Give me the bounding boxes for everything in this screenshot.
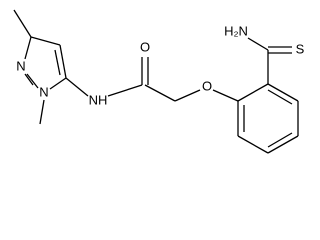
bond [267,89,293,105]
atom-label: O [140,39,150,54]
atom-label: O [202,78,212,93]
atom-label: NH [89,92,108,107]
bond [237,135,269,154]
bond [174,89,201,102]
bond [54,49,61,76]
atom-label: H₂N [224,23,248,38]
bonds [13,9,299,154]
bond [237,83,269,102]
bond [144,84,176,102]
bond [65,77,89,97]
bond [24,36,32,60]
bond [13,9,32,38]
bond [26,73,39,89]
bond [59,44,67,79]
bond [24,73,34,86]
bond [107,84,143,97]
bond [267,135,299,154]
bond [267,83,299,102]
bond [212,89,239,102]
atom-label: S [296,41,305,56]
bond [267,132,293,148]
atom-label: N [16,58,25,73]
bond [49,77,67,90]
bond [39,99,45,125]
atom-label: N [39,84,48,99]
bond [30,36,61,46]
bond [247,37,269,51]
structure-diagram: N N NH O O H₂N S [13,9,305,154]
